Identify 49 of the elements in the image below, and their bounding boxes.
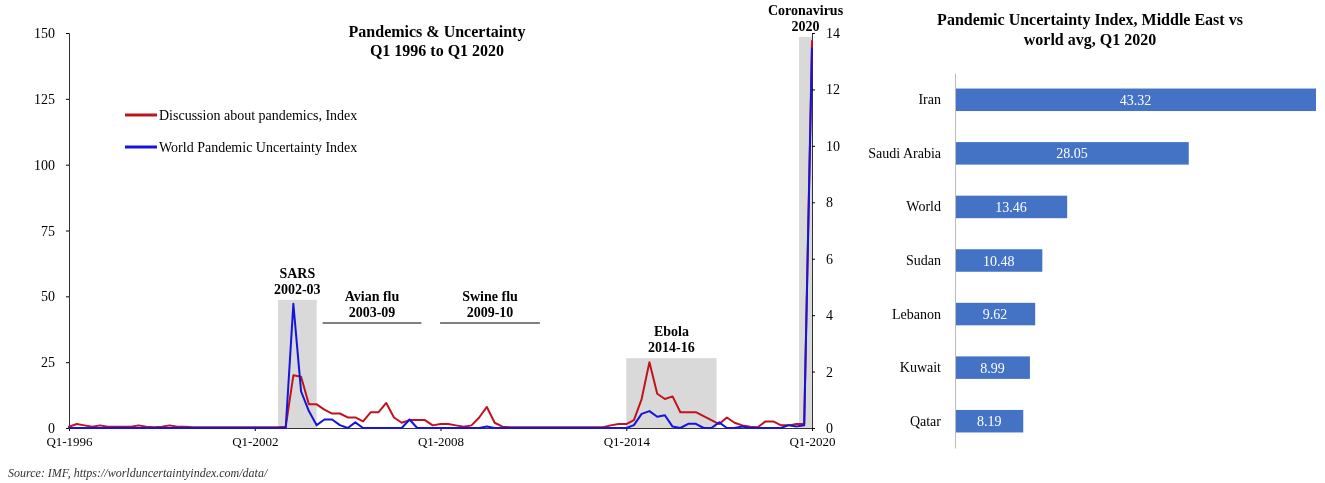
data-label: 28.05: [1056, 146, 1088, 162]
bar: [955, 249, 1043, 272]
bar: [955, 142, 1189, 165]
data-label: 9.62: [982, 307, 1008, 323]
y2-tick-label: 10: [826, 138, 840, 154]
bar: [955, 195, 1068, 219]
y-tick-label: Saudi Arabia: [868, 145, 942, 161]
annotation: Avian flu 2003-09: [344, 289, 400, 320]
y-tick-label: Qatar: [909, 413, 942, 429]
y-tick-label: Lebanon: [892, 306, 941, 322]
data-label: 13.46: [995, 199, 1027, 215]
y-tick-label: 50: [41, 289, 55, 305]
y2-tick-label: 4: [826, 308, 833, 324]
legend-label: Discussion about pandemics, Index: [159, 108, 358, 123]
data-label: 8.99: [980, 360, 1005, 376]
legend-label: World Pandemic Uncertainty Index: [159, 140, 358, 155]
x-tick-label: Q1-2014: [603, 433, 651, 449]
text: Q1 1996 to Q1 2020: [369, 42, 505, 59]
y-tick-label: 75: [41, 223, 55, 239]
band-label: SARS 2002-03: [273, 265, 321, 297]
bar: [955, 88, 1316, 112]
y-tick-label: World: [906, 199, 941, 215]
y-tick-label: Iran: [918, 92, 941, 108]
y-tick-label: 125: [34, 91, 55, 107]
x-tick-label: Q1-2002: [232, 433, 279, 449]
data-label: 43.32: [1119, 92, 1152, 108]
chart-title: Pandemic Uncertainty Index, Middle East vs world avg, Q1 2020: [937, 11, 1243, 49]
x-tick-label: Q1-2020: [789, 433, 836, 449]
bar: [955, 356, 1030, 379]
y2-tick-label: 2: [826, 364, 833, 380]
data-label: 8.19: [976, 414, 1002, 430]
y2-tick-label: 8: [826, 195, 833, 211]
y-tick-label: Kuwait: [899, 360, 942, 376]
y-tick-label: 150: [34, 26, 55, 41]
y-tick-label: 25: [41, 355, 55, 371]
y-tick-label: 100: [34, 157, 55, 173]
y2-tick-label: 6: [826, 251, 833, 267]
source-note: Source: IMF, https://worlduncertaintyindex.com/data/: [8, 466, 269, 480]
x-tick-label: Q1-2008: [417, 433, 465, 449]
data-label: 10.48: [982, 253, 1015, 269]
y2-tick-label: 0: [826, 421, 833, 436]
y2-tick-label: 12: [826, 82, 840, 98]
y2-tick-label: 14: [826, 26, 840, 41]
y-tick-label: 0: [48, 421, 55, 436]
chart-title: Pandemics & Uncertainty: [348, 23, 526, 41]
y-tick-label: Sudan: [906, 252, 941, 268]
annotation: Swine flu 2009-10: [462, 289, 519, 320]
band-label: Ebola 2014-16: [648, 324, 695, 356]
x-tick-label: Q1-1996: [46, 433, 94, 449]
